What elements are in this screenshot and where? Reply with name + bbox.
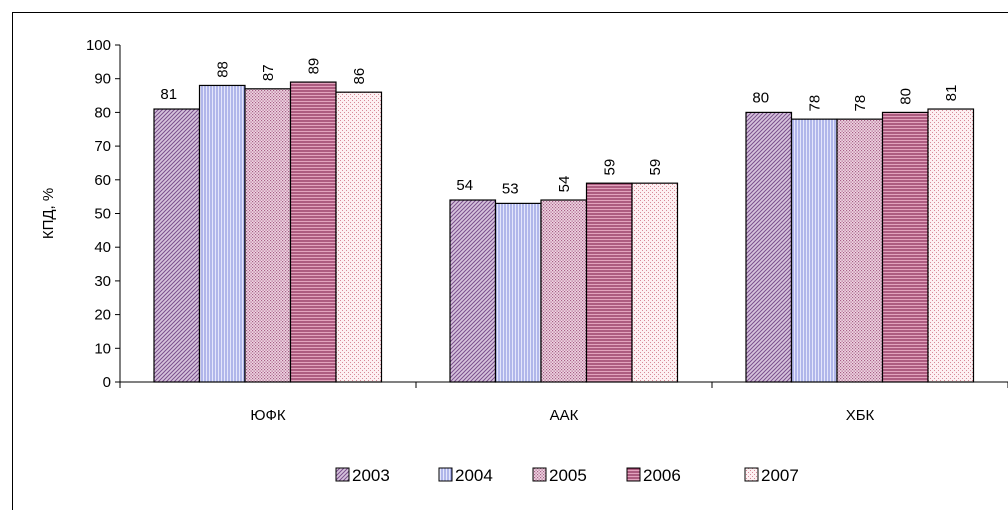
bar [245,89,291,382]
y-tick-label: 50 [94,206,111,223]
y-tick-label: 100 [86,37,111,54]
data-label: 89 [305,58,322,75]
y-tick-label: 0 [103,374,111,391]
y-tick-label: 60 [94,172,111,189]
data-label: 81 [160,86,177,103]
bar [883,112,929,382]
data-label: 54 [456,177,473,194]
data-label: 54 [556,176,573,193]
data-label: 53 [502,180,519,197]
bar [632,183,678,382]
legend-label: 2006 [643,466,681,485]
data-label: 59 [601,159,618,176]
y-tick-label: 90 [94,71,111,88]
x-category-label: ААК [550,407,579,424]
legend-swatch [627,468,640,481]
bar [291,82,337,382]
x-category-label: ХБК [846,407,875,424]
bar [587,183,633,382]
bar [837,119,883,382]
data-label: 59 [647,159,664,176]
bar [200,85,246,382]
legend-label: 2004 [455,466,493,485]
legend-label: 2007 [761,466,799,485]
data-label: 78 [806,95,823,112]
y-tick-label: 30 [94,273,111,290]
y-axis-title: КПД, % [40,188,57,239]
bar [792,119,838,382]
y-tick-label: 40 [94,239,111,256]
x-category-label: ЮФК [250,407,286,424]
bar [541,200,587,382]
bar [336,92,382,382]
legend-label: 2005 [549,466,587,485]
legend-label: 2003 [352,466,390,485]
y-tick-label: 10 [94,340,111,357]
y-tick-label: 70 [94,138,111,155]
bar [496,203,542,382]
bar [928,109,974,382]
data-label: 81 [943,85,960,102]
data-label: 88 [214,61,231,78]
bar [746,112,792,382]
data-label: 86 [351,68,368,85]
y-tick-label: 80 [94,104,111,121]
legend-swatch [745,468,758,481]
bar [450,200,496,382]
data-label: 80 [752,89,769,106]
bar [154,109,200,382]
y-tick-label: 20 [94,307,111,324]
legend-swatch [533,468,546,481]
data-label: 87 [260,64,277,81]
legend-swatch [439,468,452,481]
data-label: 78 [852,95,869,112]
legend-swatch [336,468,349,481]
data-label: 80 [897,88,914,105]
